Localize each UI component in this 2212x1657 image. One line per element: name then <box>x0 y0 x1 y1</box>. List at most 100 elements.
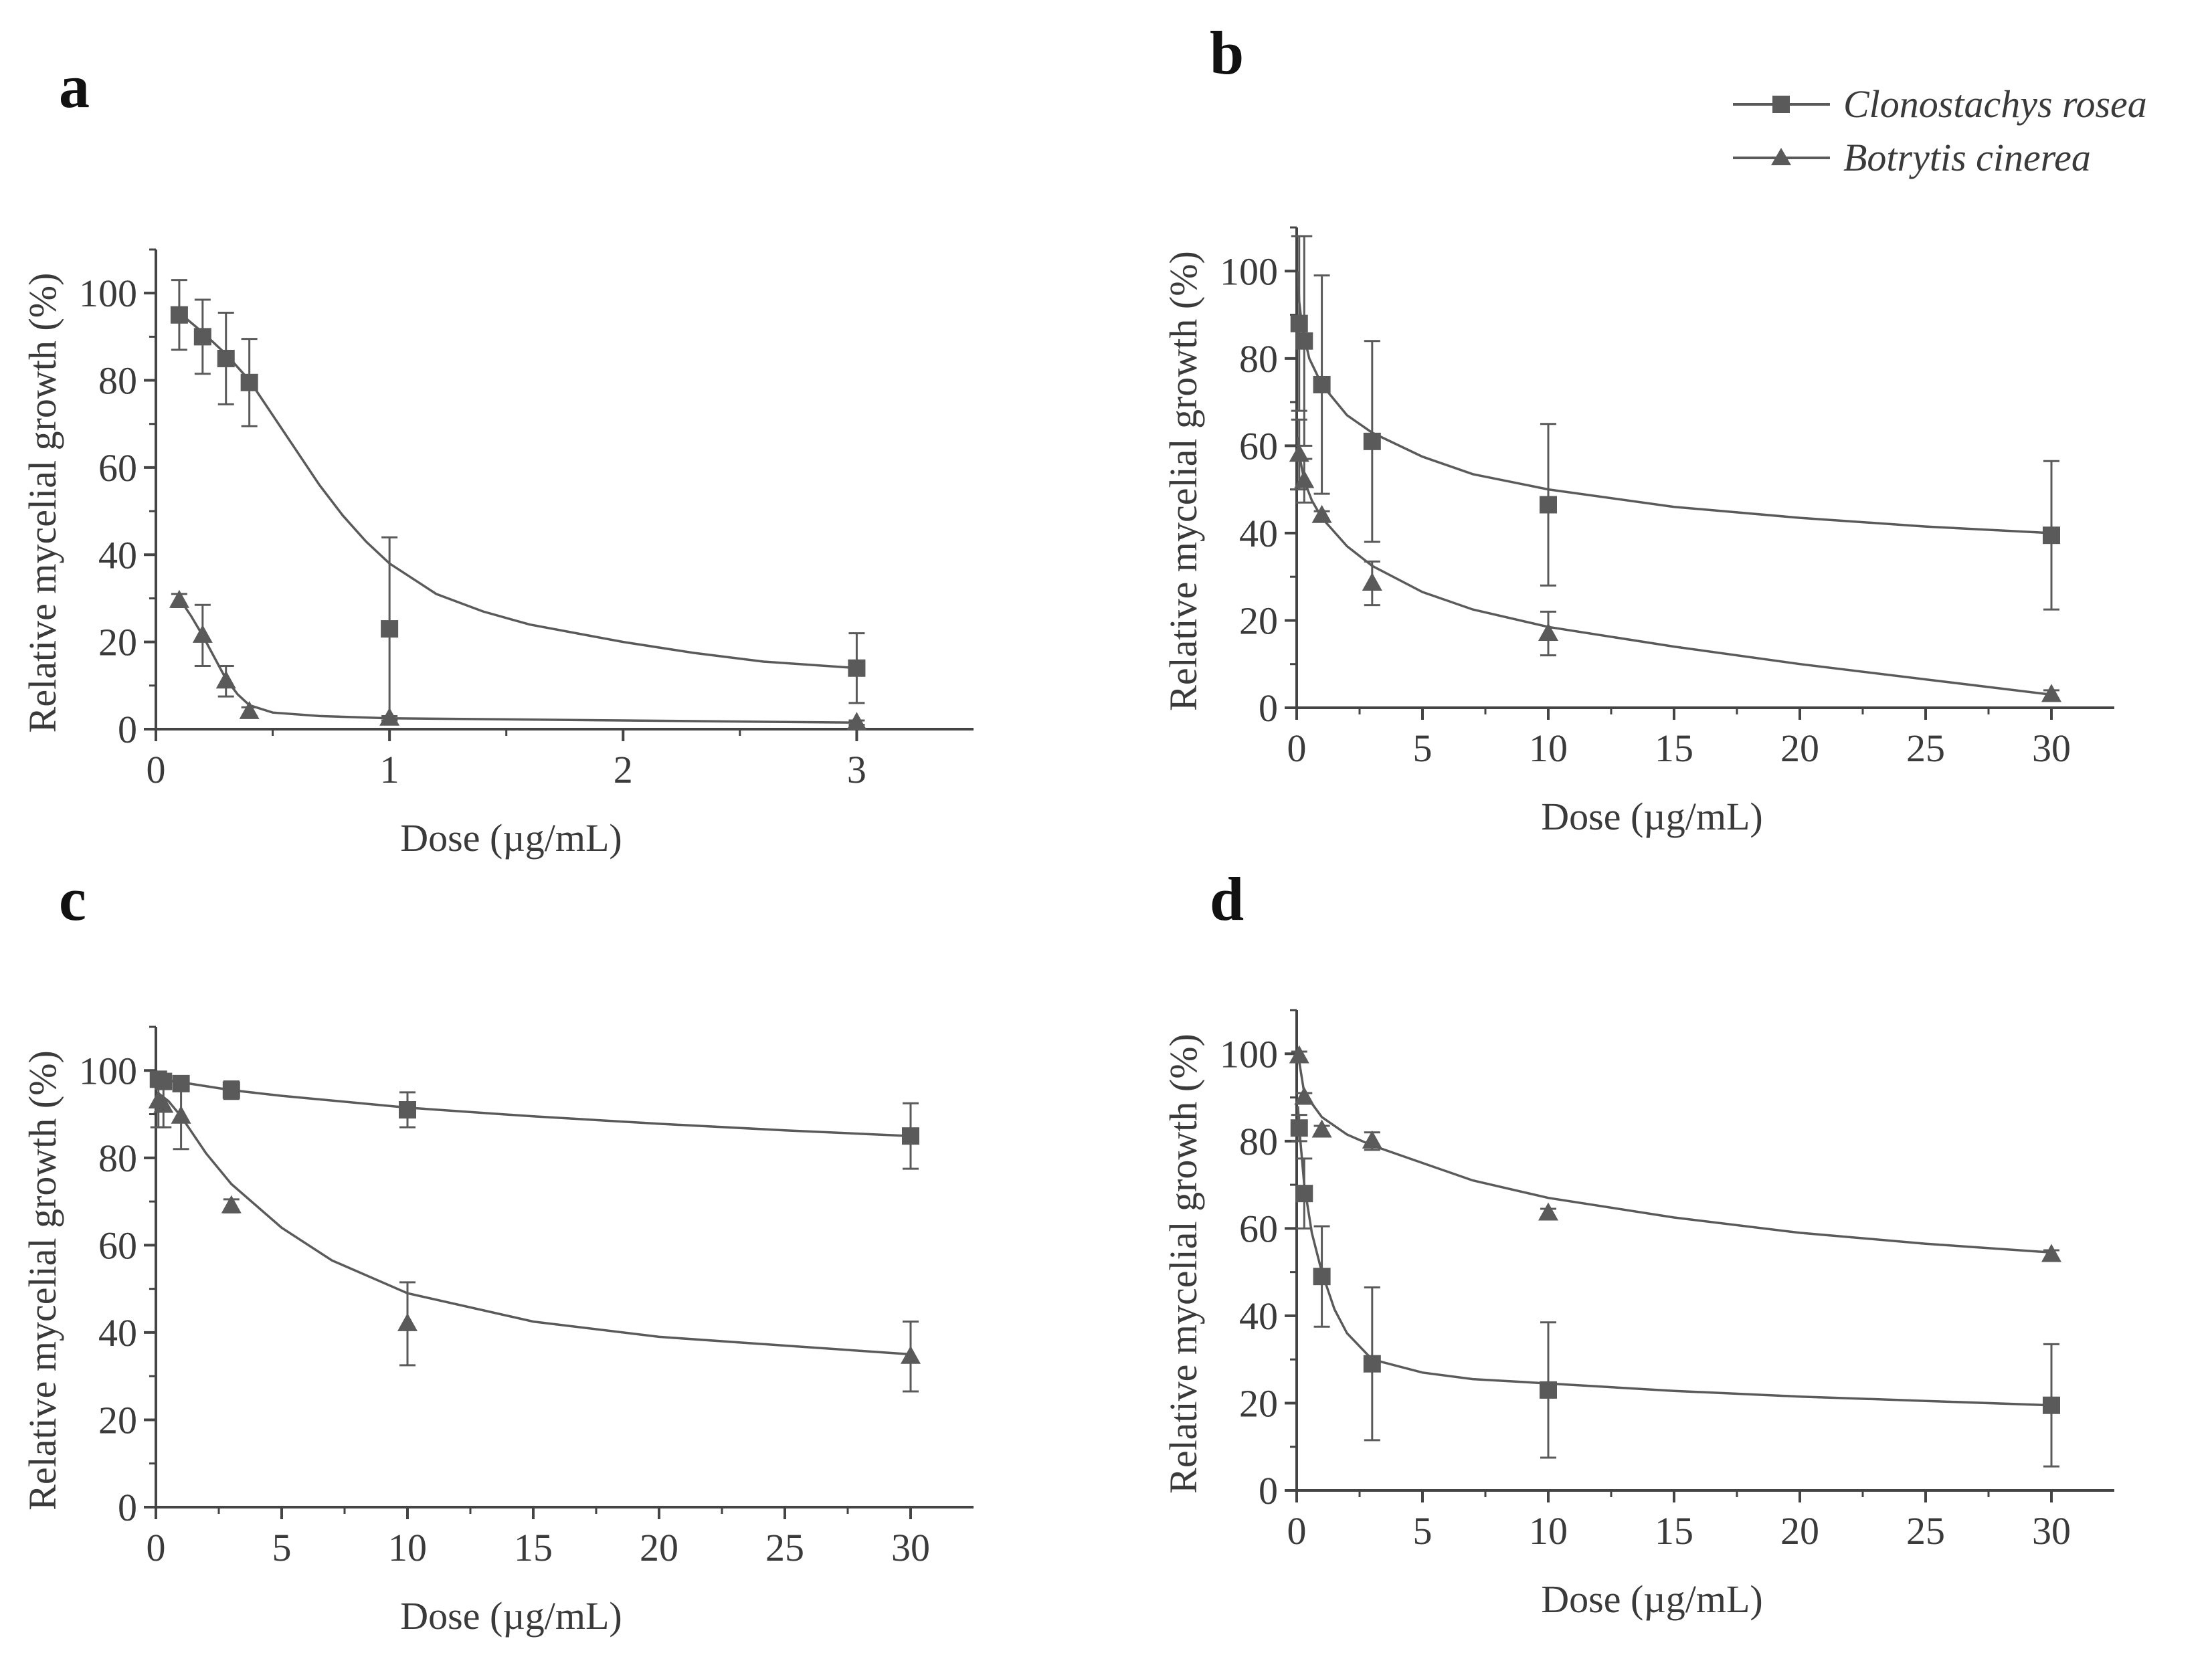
x-tick-label: 30 <box>2032 1509 2071 1553</box>
x-tick-label: 30 <box>2032 726 2071 770</box>
x-tick-label: 20 <box>1780 726 1819 770</box>
data-point-botrytis <box>1311 504 1332 523</box>
data-point-clonostachys <box>1295 1185 1313 1203</box>
x-tick-label: 3 <box>847 748 866 791</box>
y-axis-label: Relative mycelial growth (%) <box>21 1050 64 1510</box>
data-point-clonostachys <box>2043 526 2060 545</box>
data-point-clonostachys <box>1295 332 1313 350</box>
x-tick-label: 25 <box>1906 1509 1945 1553</box>
data-point-clonostachys <box>1540 1381 1557 1399</box>
y-tick-label: 0 <box>118 708 137 751</box>
data-point-clonostachys <box>902 1127 919 1145</box>
data-point-botrytis <box>1311 1119 1332 1138</box>
data-point-botrytis <box>846 712 867 730</box>
x-tick-label: 1 <box>380 748 399 791</box>
y-tick-label: 80 <box>1239 1120 1278 1163</box>
fit-curve-botrytis <box>1297 1054 2052 1254</box>
data-point-botrytis <box>379 707 400 726</box>
data-point-botrytis <box>1294 1086 1315 1105</box>
data-point-clonostachys <box>2043 1396 2060 1414</box>
data-point-clonostachys <box>848 659 866 677</box>
y-tick-label: 40 <box>1239 512 1278 555</box>
y-tick-label: 20 <box>1239 1381 1278 1425</box>
y-tick-label: 80 <box>1239 337 1278 381</box>
y-tick-label: 100 <box>1220 1032 1278 1076</box>
y-tick-label: 100 <box>79 1049 137 1092</box>
x-tick-label: 5 <box>1413 1509 1433 1553</box>
data-point-botrytis <box>1362 1130 1382 1149</box>
data-point-clonostachys <box>1363 1355 1381 1373</box>
y-tick-label: 20 <box>98 1398 137 1442</box>
x-axis-label: Dose (µg/mL) <box>400 816 622 860</box>
data-point-clonostachys <box>193 328 211 346</box>
x-tick-label: 10 <box>1529 726 1568 770</box>
fit-curve-clonostachys <box>1297 1106 2052 1407</box>
data-point-clonostachys <box>240 373 258 391</box>
chart-panel-b: 0 5 10 15 20 25 30 0 20 40 60 80 100 Dose (µg/mL) Rela… <box>1162 226 2114 838</box>
data-point-clonostachys <box>217 349 235 367</box>
x-tick-label: 25 <box>1906 726 1945 770</box>
x-tick-label: 20 <box>640 1526 678 1569</box>
x-tick-label: 0 <box>1287 1509 1307 1553</box>
y-tick-label: 60 <box>1239 1207 1278 1250</box>
x-tick-label: 2 <box>614 748 633 791</box>
y-tick-label: 60 <box>1239 424 1278 468</box>
data-point-botrytis <box>1289 444 1309 462</box>
x-tick-label: 5 <box>1413 726 1433 770</box>
x-tick-label: 0 <box>1287 726 1307 770</box>
y-axis-label: Relative mycelial growth (%) <box>21 273 64 733</box>
chart-panel-c: 0 5 10 15 20 25 30 0 20 40 60 80 100 Dose (µg/mL) Rela… <box>21 1026 974 1638</box>
data-point-botrytis <box>1294 470 1315 488</box>
x-tick-label: 0 <box>147 748 166 791</box>
data-point-botrytis <box>239 700 260 719</box>
x-tick-label: 20 <box>1780 1509 1819 1553</box>
panel-label-b: b <box>1210 19 1244 87</box>
data-point-botrytis <box>2041 684 2061 702</box>
y-tick-label: 40 <box>98 533 137 577</box>
data-point-botrytis <box>1538 1202 1558 1221</box>
data-point-botrytis <box>215 670 236 689</box>
x-tick-label: 5 <box>272 1526 292 1569</box>
panel-label-c: c <box>59 865 86 933</box>
x-tick-label: 10 <box>1529 1509 1568 1553</box>
data-point-botrytis <box>169 589 189 608</box>
panel-label-d: d <box>1210 865 1244 933</box>
x-axis-label: Dose (µg/mL) <box>400 1594 622 1638</box>
y-tick-label: 0 <box>1259 686 1278 730</box>
fit-curve-botrytis <box>1297 437 2052 696</box>
fit-curve-clonostachys <box>157 1078 911 1137</box>
y-tick-label: 0 <box>118 1486 137 1529</box>
y-tick-label: 20 <box>1239 599 1278 642</box>
data-point-clonostachys <box>222 1081 240 1099</box>
legend-label-clonostachys: Clonostachys rosea <box>1843 82 2147 126</box>
y-axis-label: Relative mycelial growth (%) <box>1162 1034 1205 1494</box>
x-tick-label: 15 <box>1655 726 1693 770</box>
data-point-botrytis <box>221 1195 242 1213</box>
y-axis-label: Relative mycelial growth (%) <box>1162 251 1205 711</box>
data-point-botrytis <box>153 1094 174 1113</box>
legend-marker-triangle <box>1771 148 1791 165</box>
x-tick-label: 10 <box>388 1526 427 1569</box>
y-tick-label: 100 <box>1220 250 1278 293</box>
y-tick-label: 100 <box>79 272 137 315</box>
data-point-clonostachys <box>1540 496 1557 514</box>
data-point-clonostachys <box>1363 432 1381 450</box>
panel-label-a: a <box>59 52 90 120</box>
y-tick-label: 20 <box>98 621 137 664</box>
data-point-botrytis <box>1538 623 1558 642</box>
y-tick-label: 40 <box>98 1311 137 1355</box>
x-tick-label: 30 <box>891 1526 930 1569</box>
data-point-clonostachys <box>399 1101 416 1119</box>
y-tick-label: 80 <box>98 1137 137 1180</box>
y-tick-label: 60 <box>98 1224 137 1267</box>
data-point-botrytis <box>1289 1045 1309 1064</box>
data-point-clonostachys <box>1290 314 1308 332</box>
data-point-clonostachys <box>1313 375 1331 393</box>
fit-curve-clonostachys <box>178 312 857 670</box>
data-point-botrytis <box>171 1105 191 1124</box>
x-axis-label: Dose (µg/mL) <box>1541 1577 1762 1621</box>
legend-label-botrytis: Botrytis cinerea <box>1843 136 2091 179</box>
legend-entry-clonostachys: Clonostachys rosea <box>1733 82 2147 126</box>
y-tick-label: 60 <box>98 446 137 490</box>
